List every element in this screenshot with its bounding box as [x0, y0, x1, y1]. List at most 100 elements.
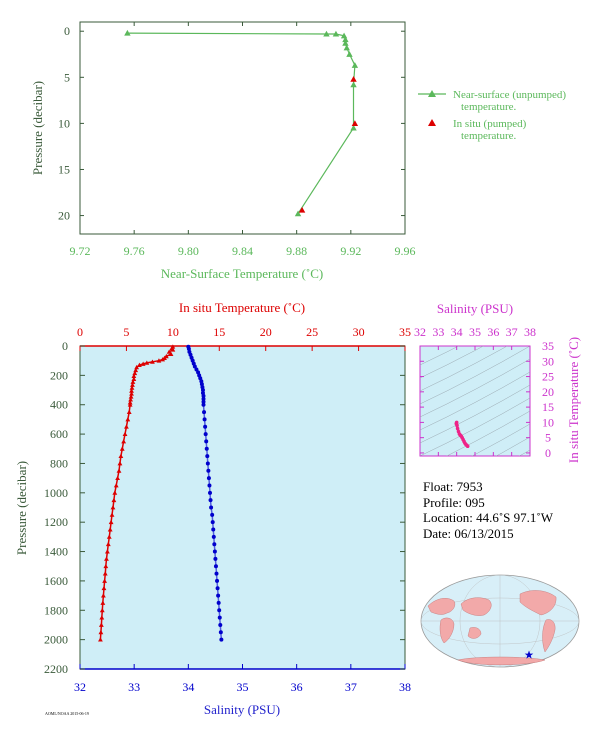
salinity-point — [201, 402, 206, 407]
ts-y-tick-label: 35 — [542, 339, 554, 353]
salinity-point — [218, 630, 223, 635]
temperature-point — [108, 519, 114, 525]
x-tick-label: 9.80 — [178, 244, 199, 258]
ts-y-label: In situ Temperature (˚C) — [566, 337, 581, 463]
temperature-point — [99, 607, 105, 613]
ts-x-tick-label: 33 — [432, 325, 444, 339]
density-contour — [420, 384, 530, 444]
pressure-tick-label: 2200 — [44, 662, 68, 676]
salinity-point — [204, 439, 209, 444]
temperature-point — [112, 490, 118, 495]
salinity-tick-label: 34 — [182, 680, 194, 694]
salinity-point — [211, 527, 216, 532]
footer-note: AOML/NOAA 2015-06-19 — [45, 711, 89, 716]
temperature-point — [98, 622, 104, 627]
temperature-point — [125, 417, 131, 422]
salinity-point — [210, 512, 215, 517]
temperature-point — [109, 512, 115, 517]
salinity-point — [219, 637, 224, 642]
density-contour — [420, 346, 530, 405]
temperature-point — [129, 391, 134, 396]
world-map — [420, 574, 580, 668]
temperature-point — [102, 578, 108, 583]
nearsurface-point — [124, 29, 131, 36]
temperature-point — [101, 585, 107, 591]
pressure-tick-label: 1000 — [44, 486, 68, 500]
temperature-point — [98, 637, 103, 642]
salinity-point — [207, 483, 212, 488]
temperature-point — [128, 394, 134, 399]
density-contour — [420, 371, 530, 431]
temperature-point — [127, 402, 133, 407]
temperature-point — [100, 600, 106, 605]
nearsurface-point — [343, 44, 350, 51]
temperature-point — [127, 400, 133, 405]
ts-x-label: Salinity (PSU) — [437, 301, 513, 316]
salinity-point — [217, 608, 222, 613]
temperature-tick-label: 10 — [167, 325, 179, 339]
ts-point — [465, 444, 470, 449]
temperature-x-label: In situ Temperature (˚C) — [179, 300, 305, 315]
temperature-point — [101, 593, 106, 598]
map-land — [427, 590, 557, 666]
temperature-point — [117, 461, 123, 466]
salinity-point — [200, 388, 205, 393]
salinity-point — [214, 571, 219, 576]
salinity-point — [215, 586, 220, 591]
profile-date: Date: 06/13/2015 — [423, 525, 514, 541]
temperature-tick-label: 30 — [353, 325, 365, 339]
nearsurface-point — [342, 40, 349, 46]
salinity-point — [201, 399, 206, 404]
salinity-tick-label: 32 — [74, 680, 86, 694]
density-contour — [420, 346, 484, 379]
pressure-tick-label: 2000 — [44, 633, 68, 647]
temperature-point — [113, 483, 119, 488]
pressure-tick-label: 1200 — [44, 515, 68, 529]
salinity-point — [201, 396, 206, 401]
y-tick-label: 20 — [58, 209, 70, 223]
ts-x-tick-label: 37 — [506, 325, 518, 339]
x-tick-label: 9.76 — [124, 244, 145, 258]
salinity-point — [208, 490, 212, 495]
nearsurface-point — [346, 51, 353, 57]
y-tick-label: 10 — [58, 116, 70, 130]
temperature-point — [111, 497, 117, 503]
salinity-tick-label: 37 — [345, 680, 357, 694]
salinity-point — [212, 549, 217, 554]
float-location-marker — [524, 650, 534, 659]
temperature-x-ticks: 0 5 10 15 20 25 30 35 — [77, 325, 411, 351]
temperature-point — [106, 534, 112, 539]
ts-x-tick-label: 36 — [487, 325, 499, 339]
salinity-point — [203, 424, 208, 429]
salinity-point — [209, 505, 214, 510]
salinity-point — [205, 454, 210, 459]
ts-y-tick-label: 30 — [542, 354, 554, 368]
temperature-point — [170, 347, 176, 352]
salinity-point — [204, 446, 209, 451]
salinity-point — [216, 600, 221, 605]
profile-plot-area — [79, 345, 406, 670]
density-contour — [420, 397, 530, 456]
salinity-point — [205, 461, 210, 466]
density-contour — [420, 358, 530, 418]
profile-chart: 32 33 34 35 36 37 38 0 5 10 15 20 25 30 35 0 200 400 600… — [14, 300, 411, 717]
nearsurface-point — [332, 30, 340, 37]
ts-series — [454, 420, 470, 449]
ts-x-tick-label: 35 — [469, 325, 481, 339]
salinity-point — [211, 534, 216, 539]
pressure-tick-label: 1400 — [44, 545, 68, 559]
temperature-point — [116, 468, 122, 473]
nearsurface-series — [124, 29, 359, 217]
ts-y-tick-label: 5 — [545, 431, 551, 445]
temperature-point — [102, 571, 108, 576]
temperature-point — [129, 385, 135, 390]
temperature-point — [128, 397, 134, 402]
ts-y-tick-label: 0 — [545, 446, 551, 460]
profile-number: Profile: 095 — [423, 494, 485, 510]
temperature-point — [134, 364, 140, 370]
temperature-point — [104, 556, 109, 561]
x-tick-label: 9.84 — [232, 244, 253, 258]
ts-y-tick-label: 10 — [542, 415, 554, 429]
legend-marker-nearsurface — [428, 90, 436, 97]
